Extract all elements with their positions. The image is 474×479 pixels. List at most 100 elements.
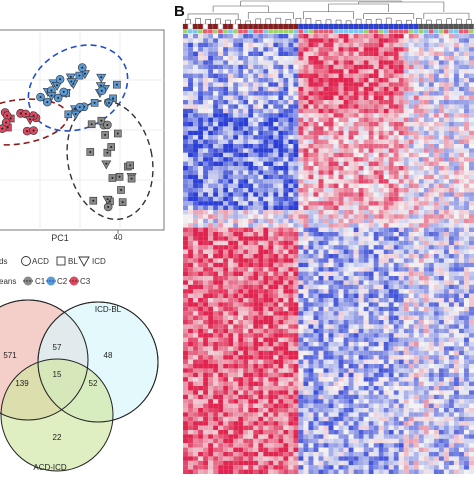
- heatmap-cell: [268, 69, 273, 73]
- heatmap-cell: [288, 104, 293, 108]
- heatmap-cell: [223, 294, 228, 298]
- heatmap-cell: [233, 382, 238, 386]
- heatmap-cell: [258, 351, 263, 355]
- heatmap-cell: [323, 126, 328, 130]
- heatmap-cell: [213, 368, 218, 372]
- heatmap-cell: [303, 166, 308, 170]
- heatmap-cell: [293, 166, 298, 170]
- heatmap-cell: [464, 197, 469, 201]
- heatmap-cell: [183, 96, 188, 100]
- heatmap-cell: [404, 170, 409, 174]
- heatmap-cell: [203, 104, 208, 108]
- heatmap-cell: [268, 34, 273, 38]
- heatmap-cell: [459, 223, 464, 227]
- heatmap-cell: [444, 289, 449, 293]
- heatmap-cell: [444, 377, 449, 381]
- heatmap-cell: [449, 56, 454, 60]
- annotation-cluster-cell: [379, 24, 384, 29]
- heatmap-cell: [369, 78, 374, 82]
- heatmap-cell: [208, 144, 213, 148]
- heatmap-cell: [469, 162, 474, 166]
- heatmap-cell: [213, 60, 218, 64]
- heatmap-cell: [218, 373, 223, 377]
- heatmap-cell: [434, 148, 439, 152]
- heatmap-cell: [459, 69, 464, 73]
- heatmap-cell: [283, 140, 288, 144]
- heatmap-cell: [263, 294, 268, 298]
- heatmap-cell: [258, 179, 263, 183]
- heatmap-cell: [449, 250, 454, 254]
- heatmap-cell: [218, 96, 223, 100]
- heatmap-cell: [253, 346, 258, 350]
- heatmap-cell: [318, 351, 323, 355]
- heatmap-cell: [268, 214, 273, 218]
- heatmap-cell: [434, 34, 439, 38]
- heatmap-cell: [313, 280, 318, 284]
- heatmap-cell: [459, 184, 464, 188]
- heatmap-cell: [283, 131, 288, 135]
- heatmap-cell: [268, 316, 273, 320]
- annotation-group-cell: [379, 30, 384, 34]
- heatmap-cell: [369, 113, 374, 117]
- heatmap-cell: [258, 192, 263, 196]
- heatmap-cell: [273, 342, 278, 346]
- heatmap-cell: [339, 294, 344, 298]
- heatmap-cell: [308, 148, 313, 152]
- heatmap-cell: [223, 87, 228, 91]
- heatmap-cell: [243, 60, 248, 64]
- heatmap-cell: [258, 140, 263, 144]
- heatmap-cell: [268, 263, 273, 267]
- heatmap-cell: [278, 74, 283, 78]
- heatmap-cell: [213, 316, 218, 320]
- heatmap-cell: [278, 188, 283, 192]
- heatmap-cell: [419, 360, 424, 364]
- heatmap-cell: [318, 166, 323, 170]
- heatmap-cell: [339, 263, 344, 267]
- heatmap-cell: [414, 179, 419, 183]
- heatmap-cell: [344, 320, 349, 324]
- heatmap-cell: [419, 254, 424, 258]
- heatmap-cell: [439, 298, 444, 302]
- heatmap-cell: [198, 276, 203, 280]
- heatmap-cell: [339, 210, 344, 214]
- heatmap-cell: [399, 368, 404, 372]
- heatmap-cell: [419, 96, 424, 100]
- heatmap-cell: [233, 153, 238, 157]
- heatmap-cell: [329, 346, 334, 350]
- heatmap-cell: [193, 157, 198, 161]
- heatmap-cell: [193, 346, 198, 350]
- heatmap-cell: [454, 250, 459, 254]
- heatmap-cell: [318, 78, 323, 82]
- heatmap-cell: [198, 153, 203, 157]
- heatmap-cell: [459, 78, 464, 82]
- heatmap-cell: [424, 175, 429, 179]
- heatmap-cell: [334, 346, 339, 350]
- heatmap-cell: [399, 91, 404, 95]
- heatmap-cell: [218, 82, 223, 86]
- heatmap-cell: [339, 34, 344, 38]
- annotation-cluster-cell: [238, 24, 243, 29]
- heatmap-cell: [459, 263, 464, 267]
- heatmap-cell: [419, 382, 424, 386]
- heatmap-cell: [323, 135, 328, 139]
- heatmap-cell: [258, 263, 263, 267]
- heatmap-cell: [374, 214, 379, 218]
- heatmap-cell: [334, 78, 339, 82]
- heatmap-cell: [344, 302, 349, 306]
- heatmap-cell: [464, 360, 469, 364]
- heatmap-cell: [449, 43, 454, 47]
- heatmap-cell: [253, 118, 258, 122]
- heatmap-cell: [359, 166, 364, 170]
- heatmap-cell: [233, 52, 238, 56]
- heatmap-cell: [379, 232, 384, 236]
- heatmap-cell: [429, 346, 434, 350]
- heatmap-cell: [374, 320, 379, 324]
- heatmap-cell: [419, 52, 424, 56]
- heatmap-cell: [193, 104, 198, 108]
- heatmap-cell: [248, 316, 253, 320]
- annotation-group-cell: [424, 30, 429, 34]
- heatmap-cell: [354, 333, 359, 337]
- heatmap-cell: [253, 368, 258, 372]
- heatmap-cell: [278, 126, 283, 130]
- heatmap-cell: [394, 179, 399, 183]
